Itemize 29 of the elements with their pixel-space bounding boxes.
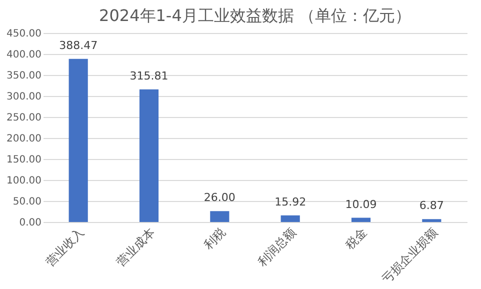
bar	[210, 211, 230, 222]
y-tick-label: 350.00	[6, 70, 42, 82]
y-tick-label: 50.00	[12, 196, 42, 208]
data-label: 6.87	[419, 199, 444, 212]
x-tick-label: 营业成本	[114, 225, 158, 269]
data-label: 15.92	[274, 195, 306, 208]
x-tick-label: 税金	[342, 225, 370, 252]
y-tick-label: 300.00	[6, 92, 42, 102]
bar	[139, 89, 159, 222]
data-label: 388.47	[59, 38, 98, 52]
x-tick-label: 利税	[201, 225, 228, 252]
bar	[280, 215, 300, 222]
x-tick-label: 利润总额	[254, 225, 299, 269]
y-tick-label: 250.00	[6, 112, 42, 124]
bar	[351, 218, 371, 222]
y-tick-label: 100.00	[6, 176, 42, 186]
bar	[422, 219, 442, 222]
data-label: 10.09	[345, 198, 377, 211]
data-label: 26.00	[204, 191, 236, 204]
y-tick-label: 200.00	[6, 134, 42, 144]
bar	[68, 58, 88, 222]
x-tick-label: 营业收入	[42, 225, 87, 269]
chart-title: 2024年1-4月工业效益数据 （单位：亿元）	[99, 6, 411, 25]
data-label: 315.81	[130, 69, 168, 82]
y-tick-label: 0.00	[19, 218, 42, 228]
x-tick-label: 亏损企业损额	[379, 225, 440, 286]
y-tick-label: 400.00	[6, 50, 42, 60]
y-tick-label: 450.00	[6, 28, 42, 40]
y-tick-label: 150.00	[6, 154, 42, 166]
